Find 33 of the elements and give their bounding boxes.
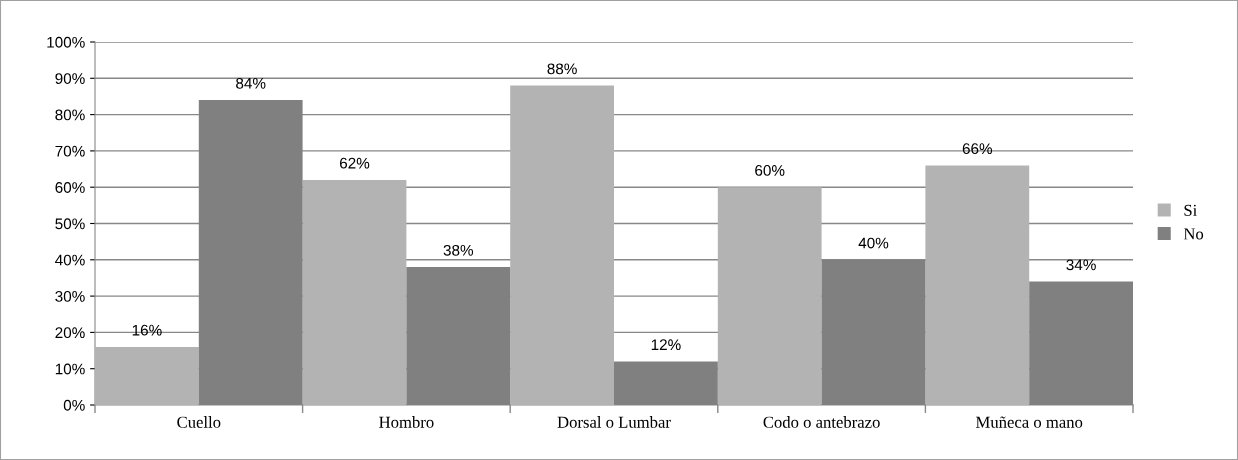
x-tick-label: Muñeca o mano [975,416,1083,428]
y-tick-label: 40% [55,254,85,266]
data-label: 62% [339,157,370,169]
data-label: 34% [1066,259,1096,271]
legend-label: No [1183,228,1204,240]
y-tick-label: 100% [47,36,85,48]
y-tick-label: 0% [63,399,85,411]
data-label: 84% [236,77,266,89]
x-tick-label: Codo o antebrazo [763,416,880,428]
data-label: 16% [132,324,162,336]
data-label: 12% [651,339,681,351]
data-label: 40% [858,237,889,249]
y-tick-label: 80% [55,109,85,121]
y-tick-label: 20% [55,327,85,339]
y-tick-label: 10% [55,363,85,375]
data-label: 88% [547,63,577,75]
bar [302,179,407,405]
bar [717,187,822,405]
y-tick-label: 60% [55,182,85,193]
y-tick-label: 50% [55,218,85,230]
bar [95,346,199,405]
x-tick-label: Hombro [379,416,434,428]
data-label: 38% [443,244,474,256]
y-tick-label: 30% [55,290,85,302]
bar [510,85,614,405]
x-tick-label: Cuello [177,416,221,428]
data-label: 66% [962,143,993,155]
y-tick-label: 70% [55,145,85,157]
bar [925,165,1030,405]
x-tick-label: Dorsal o Lumbar [557,416,671,428]
legend-label: Si [1184,204,1197,216]
data-label: 60% [755,165,785,176]
y-tick-label: 90% [55,73,85,84]
